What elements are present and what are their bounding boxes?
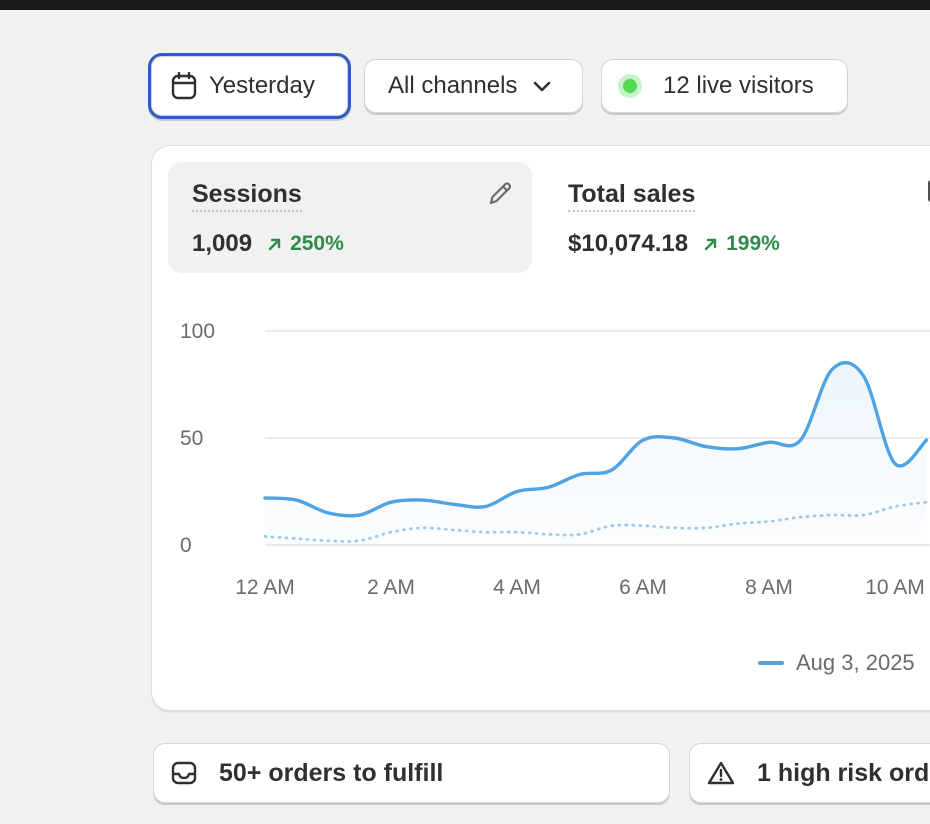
series-line-comparison [263,500,928,543]
trend-value: 250% [290,232,344,255]
legend-label: Aug 3, 2025 [796,650,915,675]
metric-title: Sessions [192,180,302,212]
trend-badge: 250% [268,230,344,258]
metric-value: $10,074.18 [568,230,689,257]
chart-legend: Aug 3, 2025 [758,650,915,676]
metric-tab-sessions[interactable]: Sessions 1,009 250% [168,162,532,273]
arrow-up-right-icon [704,238,717,251]
x-tick-label: 6 AM [619,576,667,599]
x-tick-label: 10 AM [865,576,925,599]
warning-icon [707,761,735,785]
metric-value: 1,009 [192,230,253,257]
top-bar [0,0,930,10]
sessions-line-chart: 100 50 0 12 AM 2 AM 4 AM 6 AM 8 AM 10 AM [180,320,930,599]
pencil-icon[interactable] [486,180,514,208]
orders-to-fulfill-button[interactable]: 50+ orders to fulfill [153,743,670,803]
arrow-up-right-icon [268,238,281,251]
y-tick-label: 0 [180,534,192,557]
inbox-icon [171,761,197,785]
live-visitors-button[interactable]: 12 live visitors [601,59,848,113]
metric-value-row: $10,074.18 199% [568,230,780,258]
y-tick-label: 50 [180,427,203,450]
live-visitors-label: 12 live visitors [663,72,814,99]
metric-title: Total sales [568,180,696,212]
x-tick-label: 12 AM [235,576,295,599]
high-risk-orders-button[interactable]: 1 high risk ord [689,743,930,803]
date-range-label: Yesterday [209,72,315,99]
trend-value: 199% [726,232,780,255]
y-tick-label: 100 [180,320,215,343]
date-range-button[interactable]: Yesterday [148,53,351,119]
x-tick-label: 8 AM [745,576,793,599]
high-risk-orders-label: 1 high risk ord [757,758,930,787]
series-line-current [263,361,929,518]
legend-swatch [758,661,784,665]
analytics-card: Sessions 1,009 250% Total sales $10,074.… [152,146,930,710]
trend-badge: 199% [704,230,780,258]
next-metric-tab-edge [928,180,930,202]
channel-filter-dropdown[interactable]: All channels [364,59,583,113]
chevron-down-icon [534,81,551,92]
x-tick-label: 4 AM [493,576,541,599]
metric-value-row: 1,009 250% [192,230,344,258]
live-status-dot [623,79,637,93]
orders-to-fulfill-label: 50+ orders to fulfill [219,758,444,787]
calendar-icon [171,72,197,100]
x-tick-label: 2 AM [367,576,415,599]
metric-tab-total-sales[interactable]: Total sales $10,074.18 199% [544,162,904,273]
channel-filter-label: All channels [388,72,518,99]
series-area [265,362,927,545]
